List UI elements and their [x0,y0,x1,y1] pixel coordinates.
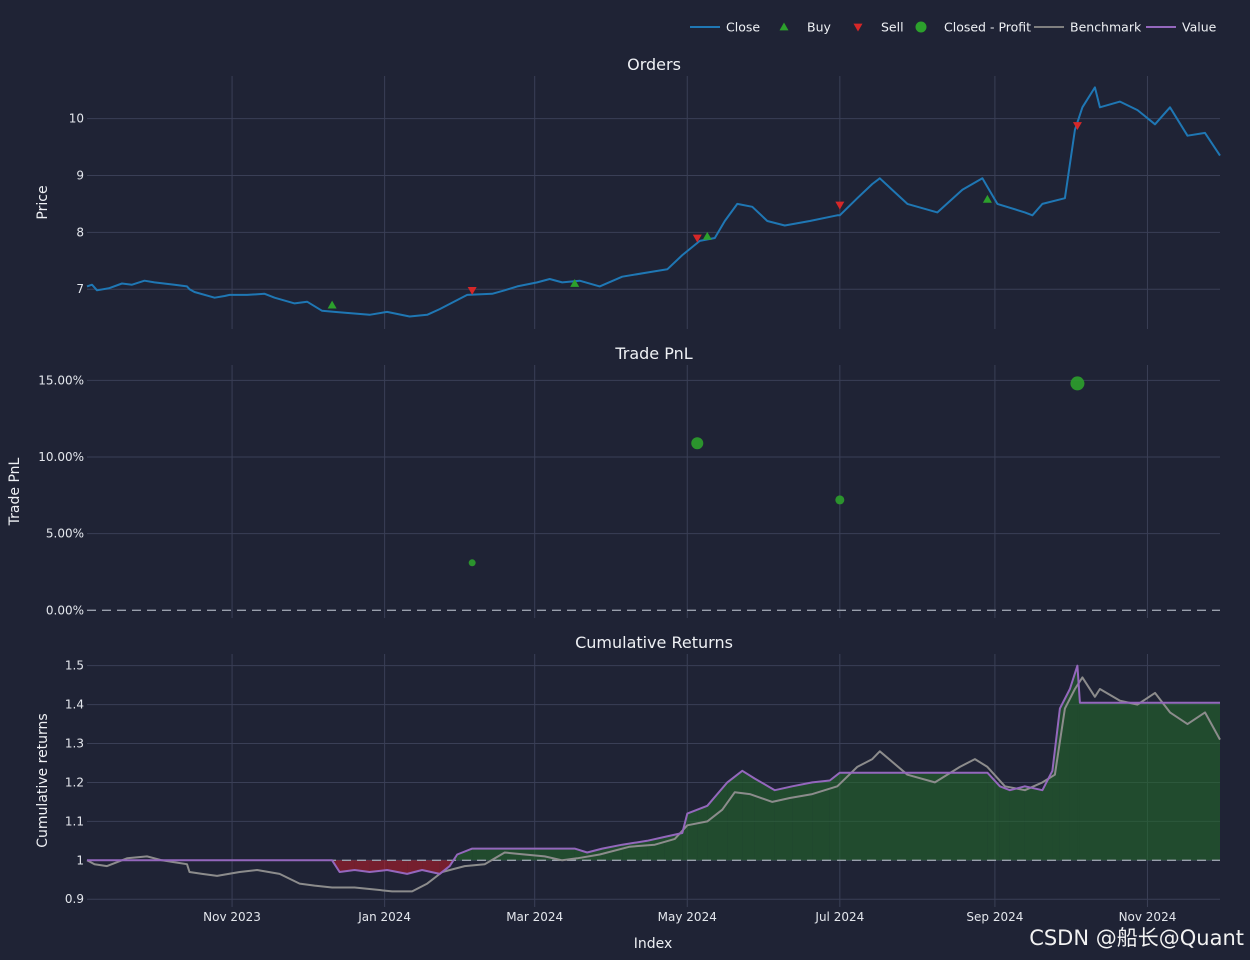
fill-segment [774,786,793,861]
fill-segment [707,782,728,861]
legend-label: Close [726,20,760,35]
subplot-1: 7 8 9 10 Orders Price [35,55,1221,329]
x-tick-label: Nov 2024 [1119,910,1177,924]
subplot-2: 0.00% 5.00% 10.00% 15.00% Trade PnL Trade PnL [7,344,1220,618]
y-tick-label: 10.00% [38,450,84,464]
closed-profit-point[interactable] [691,437,704,450]
fill-segment [792,782,813,861]
legend-item[interactable]: Close [690,20,760,35]
returns-fill [332,665,1220,874]
subplot-title: Trade PnL [614,344,692,363]
legend-label: Closed - Profit [944,20,1031,35]
series-line-value[interactable] [87,664,1220,875]
fill-segment [987,772,1000,861]
fill-segment [999,786,1010,861]
fill-segment [1052,708,1060,861]
x-tick-label: Jan 2024 [357,910,411,924]
legend-label: Sell [881,20,904,35]
x-tick-label: May 2024 [658,910,717,924]
x-tick-label: Nov 2023 [203,910,261,924]
legend-label: Benchmark [1070,20,1142,35]
closed-profit-point[interactable] [1070,376,1085,391]
x-tick-label: Jul 2024 [814,910,864,924]
y-axis-label: Price [35,185,51,219]
fill-segment [457,848,473,861]
legend-item[interactable]: Benchmark [1034,20,1142,35]
legend-item[interactable]: Value [1146,20,1217,35]
fill-segment [727,770,743,861]
y-axis-label: Cumulative returns [35,713,51,847]
subplot-title: Orders [627,55,681,74]
y-tick-label: 10 [69,112,84,126]
subplot-3: 0.9 1 1.1 1.2 1.3 1.4 1.5 Cumulative Returns Cum… [35,633,1221,907]
fill-segment [1079,702,1220,861]
shared-x-axis: Nov 2023 Jan 2024 Mar 2024 May 2024 Jul 2024… [203,910,1176,924]
legend-item[interactable]: Sell [853,20,904,35]
closed-profit-point[interactable] [835,495,845,505]
y-tick-label: 8 [76,225,84,239]
subplot-title: Cumulative Returns [575,633,733,652]
sell-marker[interactable] [1072,122,1082,130]
y-tick-label: 0.9 [65,892,84,906]
closed-profit-point[interactable] [468,559,476,567]
x-tick-label: Mar 2024 [506,910,563,924]
legend-swatch [915,21,927,33]
x-axis-label: Index [634,936,673,952]
y-tick-label: 1.5 [65,659,84,673]
legend-swatch [779,22,789,31]
y-tick-label: 1.3 [65,737,84,751]
fill-segment [1024,786,1043,861]
y-tick-label: 5.00% [46,527,84,541]
fill-segment [354,860,370,872]
fill-segment [812,780,830,861]
fill-segment [1042,770,1053,861]
y-tick-label: 15.00% [38,373,84,387]
fill-segment [829,772,840,861]
fill-segment [687,809,698,861]
fill-segment [1077,665,1080,861]
fill-segment [697,805,708,861]
sell-marker[interactable] [692,234,702,243]
fill-segment [1069,665,1078,861]
series-line-benchmark[interactable] [86,676,1221,893]
legend-label: Buy [807,20,831,35]
buy-marker[interactable] [570,279,580,287]
watermark: CSDN @船长@Quant [1029,926,1244,950]
series-line-close[interactable] [86,86,1221,318]
y-tick-label: 1.2 [65,775,84,789]
legend-item[interactable]: Buy [779,20,832,35]
y-tick-label: 7 [76,282,84,296]
fill-segment [439,860,450,874]
fill-segment [839,772,988,861]
fill-segment [754,778,775,861]
fill-segment [742,770,755,861]
buy-marker[interactable] [327,300,337,309]
fill-segment [1009,786,1025,861]
buy-marker[interactable] [982,194,992,203]
legend[interactable]: Close Buy Sell Closed - Profit Benchmark Valu… [690,20,1217,35]
x-tick-label: Sep 2024 [966,910,1023,924]
fill-segment [1059,689,1070,861]
sell-marker[interactable] [835,201,845,210]
legend-label: Value [1182,20,1217,35]
buy-marker[interactable] [702,231,712,240]
y-tick-label: 1.4 [65,698,84,712]
y-axis-label: Trade PnL [7,457,23,526]
fill-segment [339,860,355,872]
y-tick-label: 1 [76,853,84,867]
y-tick-label: 0.00% [46,603,84,617]
sell-marker[interactable] [467,286,477,295]
y-tick-label: 1.1 [65,814,84,828]
legend-item[interactable]: Closed - Profit [915,20,1032,35]
fill-segment [369,860,388,872]
y-tick-label: 9 [76,168,84,182]
legend-swatch [853,23,863,32]
subplots: 7 8 9 10 Orders Price 0.00% 5.00% 10.00% 15.00% Tr… [7,55,1221,907]
